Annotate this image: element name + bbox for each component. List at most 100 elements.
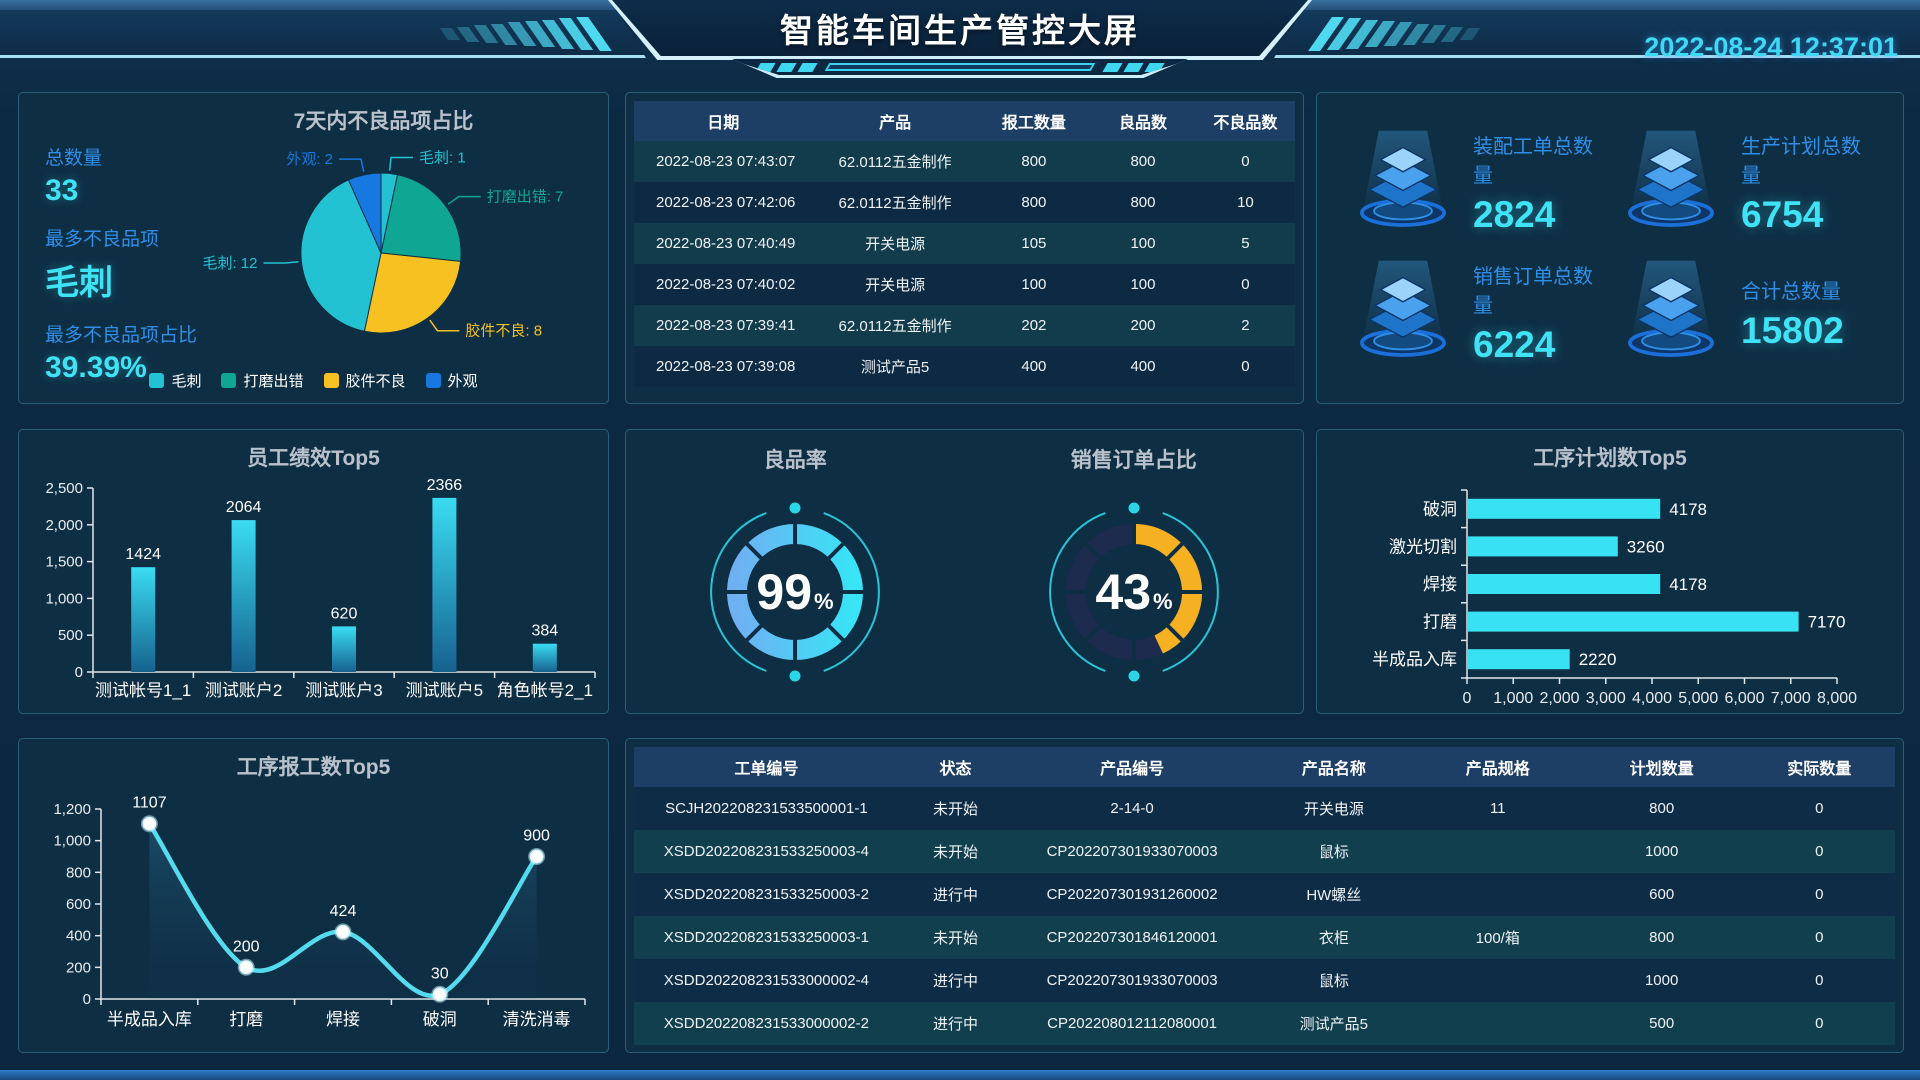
svg-text:2220: 2220: [1579, 650, 1617, 669]
column-header: 报工数量: [977, 101, 1091, 141]
table-cell: 衣柜: [1318, 930, 1349, 947]
legend-item: 胶件不良: [323, 370, 406, 391]
table-cell: 1000: [1644, 972, 1679, 989]
svg-text:焊接: 焊接: [326, 1010, 360, 1029]
svg-text:1,000: 1,000: [1493, 690, 1533, 707]
svg-text:毛刺: 12: 毛刺: 12: [202, 255, 257, 272]
table-cell: 未开始: [933, 930, 979, 947]
table-cell: 2022-08-23 07:43:07: [656, 153, 796, 170]
table-row: 2022-08-23 07:40:49 开关电源 105 100 5: [634, 223, 1295, 264]
table-cell: CP202207301846120001: [1046, 929, 1218, 946]
top-defect-ratio-label: 最多不良品项占比: [45, 325, 198, 346]
table-cell: 0: [1815, 800, 1824, 817]
table-cell: 2022-08-23 07:40:02: [656, 276, 796, 293]
employee-performance-panel: 员工绩效Top5 0 500 1,000 1,500 2,000 2,500 1424 测试帐…: [18, 429, 609, 714]
table-cell: 400: [1130, 358, 1156, 375]
svg-text:清洗消毒: 清洗消毒: [503, 1010, 571, 1029]
table-row: 2022-08-23 07:39:41 62.0112五金制作 202 200 2: [634, 305, 1295, 346]
table-cell: 0: [1815, 972, 1824, 989]
legend-swatch: [149, 373, 165, 388]
process-plan-panel: 工序计划数Top5 0 1,000 2,000 3,000 4,000 5,000 6,00…: [1316, 429, 1904, 714]
table-cell: [1416, 1002, 1580, 1045]
process-report-title: 工序报工数Top5: [236, 756, 391, 779]
layers-stack-icon: [1347, 257, 1459, 369]
table-cell: 0: [1815, 843, 1824, 860]
legend-swatch: [221, 373, 237, 388]
table-cell: 鼠标: [1318, 844, 1349, 861]
yield-gauge-chart: 99%: [626, 476, 965, 717]
header-right-edge-line: [1274, 55, 1920, 58]
legend-item: 打磨出错: [221, 370, 304, 391]
svg-text:5,000: 5,000: [1678, 690, 1718, 707]
table-cell: HW螺丝: [1306, 887, 1362, 904]
table-cell: XSDD202208231533250003-2: [663, 886, 869, 903]
table-cell: 62.0112五金制作: [838, 195, 952, 212]
defect-pie-legend: 毛刺 打磨出错 胶件不良 外观: [19, 370, 608, 391]
stat-label: 销售订单总数量: [1473, 266, 1593, 317]
table-cell: 0: [1815, 1015, 1824, 1032]
legend-label: 胶件不良: [345, 373, 406, 390]
table-cell: XSDD202208231533000002-2: [663, 1015, 869, 1032]
table-cell: 2: [1241, 317, 1250, 334]
table-cell: 400: [1021, 358, 1047, 375]
stat-card-assembly-orders: 装配工单总数量 2824: [1347, 121, 1605, 245]
svg-text:8,000: 8,000: [1817, 690, 1857, 707]
current-datetime: 2022-08-24 12:37:01: [1644, 32, 1898, 62]
process-report-panel: 工序报工数Top5 0 200 400 600 800 1,000 1,200 1107 半成品…: [18, 738, 609, 1053]
table-cell: CP202207301933070003: [1046, 843, 1218, 860]
svg-text:角色帐号2_1: 角色帐号2_1: [497, 681, 593, 700]
svg-text:0: 0: [75, 664, 83, 681]
table-cell: [1416, 830, 1580, 873]
table-cell: 200: [1130, 317, 1156, 334]
svg-text:1,500: 1,500: [45, 554, 83, 571]
defect-pie-chart: 毛刺: 1 打磨出错: 7 胶件不良: 8 毛刺: 12 外观: 2: [157, 125, 608, 378]
svg-text:半成品入库: 半成品入库: [1372, 650, 1457, 669]
table-row: SCJH202208231533500001-1 未开始 2-14-0 开关电源 11 8…: [634, 787, 1895, 830]
svg-text:200: 200: [233, 938, 260, 955]
total-count-label: 总数量: [45, 148, 103, 169]
table-cell: 100: [1130, 276, 1156, 293]
table-cell: 202: [1021, 317, 1047, 334]
svg-text:99%: 99%: [757, 564, 834, 620]
svg-text:1,200: 1,200: [53, 801, 91, 818]
total-count-value: 33: [45, 174, 79, 207]
svg-text:7,000: 7,000: [1771, 690, 1811, 707]
table-cell: 测试产品5: [1299, 1016, 1368, 1033]
column-header: 产品: [812, 101, 978, 141]
legend-label: 外观: [447, 373, 478, 390]
svg-text:2,000: 2,000: [45, 517, 83, 534]
svg-text:焊接: 焊接: [1423, 575, 1457, 594]
column-header: 日期: [634, 101, 813, 141]
svg-text:30: 30: [431, 965, 449, 982]
svg-text:43%: 43%: [1095, 564, 1172, 620]
process-report-line-chart: 0 200 400 600 800 1,000 1,200 1107 半成品入库 200 打磨 424…: [19, 781, 608, 1052]
stat-label: 装配工单总数量: [1473, 136, 1593, 187]
svg-text:4178: 4178: [1669, 575, 1707, 594]
table-row: 2022-08-23 07:40:02 开关电源 100 100 0: [634, 264, 1295, 305]
table-cell: 10: [1237, 194, 1254, 211]
header-underbar-inner: [728, 59, 1192, 75]
defect-panel-title: 7天内不良品项占比: [293, 110, 474, 133]
stat-value: 15802: [1741, 309, 1844, 351]
table-cell: 进行中: [933, 887, 979, 904]
legend-swatch: [425, 373, 441, 388]
svg-text:1424: 1424: [125, 546, 161, 563]
table-cell: 800: [1649, 800, 1675, 817]
svg-text:800: 800: [66, 864, 91, 881]
table-cell: 2-14-0: [1110, 800, 1154, 817]
table-cell: 62.0112五金制作: [838, 318, 952, 335]
sales-gauge-chart: 43%: [965, 476, 1304, 717]
stat-card-grand-total: 合计总数量 15802: [1615, 251, 1873, 375]
sales-gauge-title: 销售订单占比: [1070, 449, 1197, 472]
table-cell: 开关电源: [865, 277, 926, 294]
svg-text:900: 900: [523, 828, 550, 845]
table-cell: [1416, 959, 1580, 1002]
table-cell: 62.0112五金制作: [838, 154, 952, 171]
table-cell: 2022-08-23 07:39:08: [656, 358, 796, 375]
stat-value: 6754: [1741, 194, 1824, 235]
svg-text:测试账户3: 测试账户3: [305, 681, 382, 700]
table-cell: CP202207301933070003: [1046, 972, 1218, 989]
header-left-stripes-decoration: [439, 17, 612, 51]
table-row: XSDD202208231533000002-4 进行中 CP20220730193…: [634, 959, 1895, 1002]
svg-text:500: 500: [58, 627, 83, 644]
